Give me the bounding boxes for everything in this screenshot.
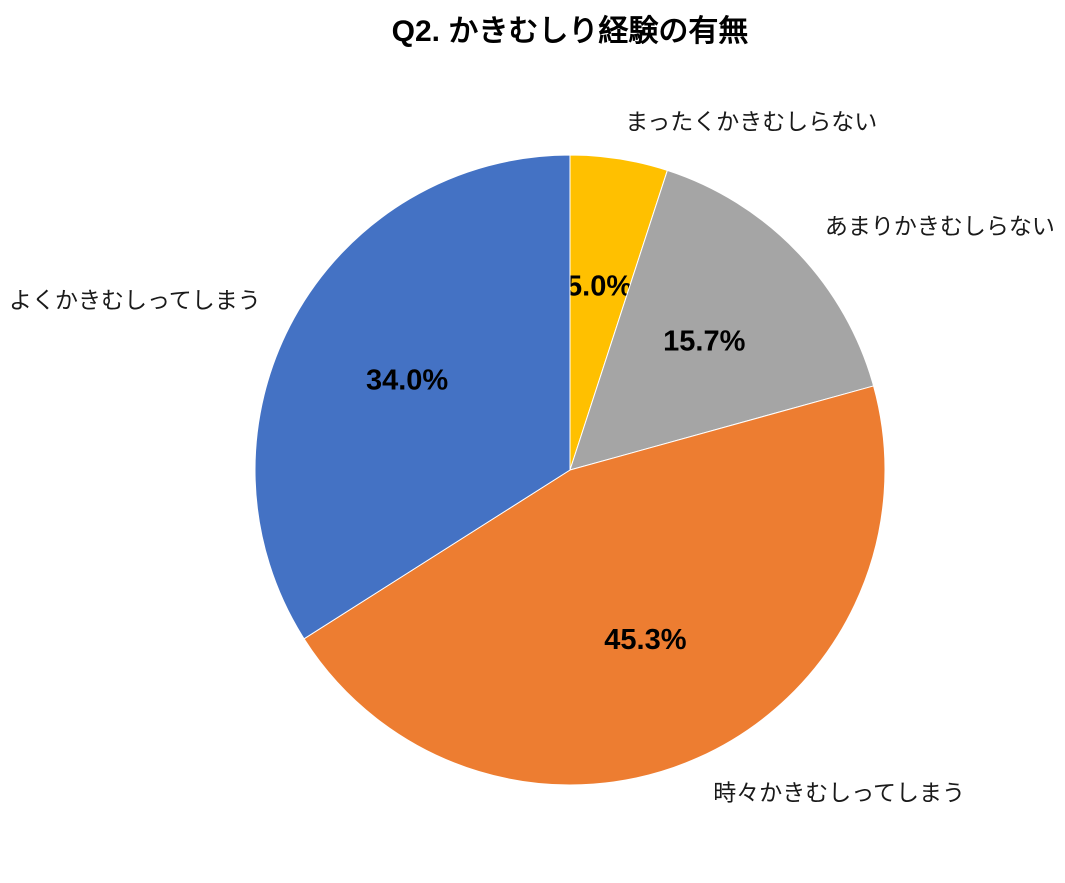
- slice-label-0: まったくかきむしらない: [625, 109, 877, 135]
- percent-label-1: 15.7%: [663, 326, 745, 358]
- slice-label-1: あまりかきむしらない: [825, 213, 1055, 239]
- pie-slice-1: [569, 169, 875, 471]
- percent-label-3: 34.0%: [366, 365, 448, 397]
- chart-title: Q2. かきむしり経験の有無: [391, 15, 749, 48]
- pie-slice-3: [254, 154, 571, 640]
- pie-slice-2: [303, 385, 886, 786]
- slice-label-2: 時々かきむしってしまう: [713, 779, 965, 805]
- slice-label-3: よくかきむしってしまう: [9, 287, 261, 313]
- percent-label-2: 45.3%: [604, 624, 686, 656]
- percent-label-0: 5.0%: [566, 270, 632, 302]
